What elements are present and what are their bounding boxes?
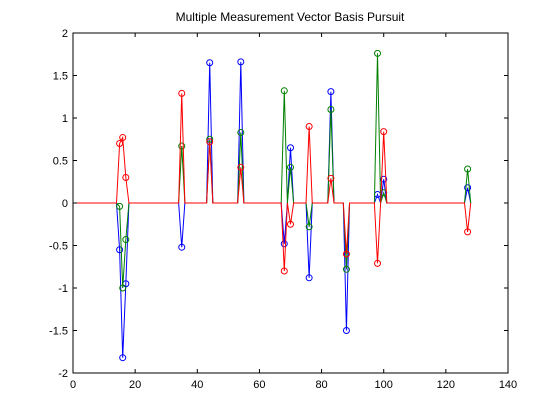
y-tick-label: 0.5 (53, 156, 68, 168)
point-marker (116, 246, 124, 254)
point-marker (122, 236, 130, 244)
point-marker (464, 184, 472, 192)
y-tick-label: 2 (62, 28, 68, 40)
point-marker (116, 202, 124, 210)
y-tick-label: -1 (58, 283, 68, 295)
point-marker (342, 265, 350, 273)
y-tick-label: -2 (58, 368, 68, 380)
point-marker (178, 142, 186, 150)
series-line (76, 93, 472, 272)
point-marker (327, 88, 335, 96)
point-marker (374, 49, 381, 57)
x-tick-label: 20 (129, 379, 141, 391)
point-marker (380, 175, 388, 183)
point-marker (464, 228, 472, 236)
y-tick-label: 1.5 (53, 71, 68, 83)
point-marker (237, 128, 245, 136)
y-tick-label: 0 (62, 198, 68, 210)
point-marker (287, 220, 294, 228)
y-tick-label: 1 (62, 113, 68, 125)
point-marker (237, 58, 245, 66)
x-tick-label: 80 (315, 379, 327, 391)
x-tick-label: 100 (375, 379, 393, 391)
point-marker (374, 259, 381, 267)
point-marker (380, 128, 388, 136)
point-marker (280, 267, 288, 275)
point-marker (327, 106, 335, 113)
chart-title: Multiple Measurement Vector Basis Pursui… (176, 10, 405, 24)
y-tick-label: -0.5 (49, 241, 68, 253)
point-marker (237, 163, 245, 171)
x-tick-label: 120 (437, 379, 455, 391)
marks (76, 49, 472, 362)
point-marker (305, 123, 313, 130)
point-marker (206, 138, 214, 146)
point-marker (464, 165, 472, 173)
point-marker (119, 354, 127, 362)
point-marker (119, 134, 127, 142)
x-tick-label: 140 (499, 379, 517, 391)
point-marker (305, 223, 313, 231)
point-marker (178, 243, 186, 251)
x-tick-label: 40 (191, 379, 203, 391)
point-marker (178, 89, 186, 97)
point-marker (305, 274, 313, 282)
point-marker (342, 327, 350, 334)
point-marker (327, 174, 335, 182)
x-tick-label: 0 (70, 379, 76, 391)
point-marker (119, 284, 127, 292)
point-marker (287, 163, 294, 171)
point-marker (206, 59, 214, 67)
x-tick-label: 60 (253, 379, 265, 391)
point-marker (287, 144, 294, 152)
y-tick-label: -1.5 (49, 326, 68, 338)
point-marker (116, 140, 124, 147)
point-marker (280, 240, 288, 248)
point-marker (342, 250, 350, 258)
point-marker (122, 174, 130, 181)
point-marker (280, 87, 288, 95)
